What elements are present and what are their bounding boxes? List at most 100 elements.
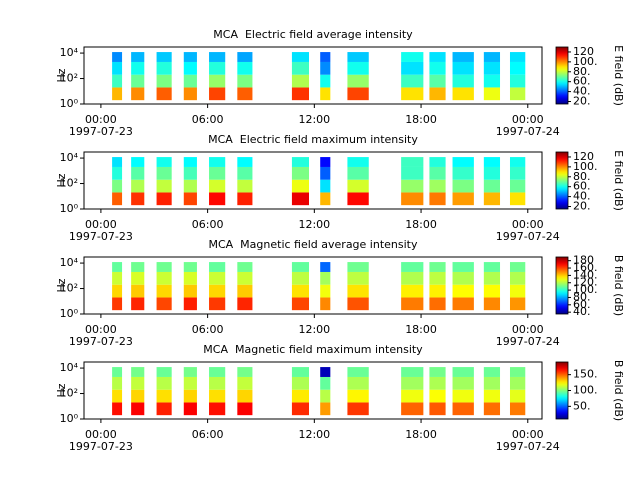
spectrogram-cell: [452, 262, 474, 272]
spectrogram-cell: [209, 87, 226, 101]
spectrogram-cell: [112, 297, 123, 311]
spectrogram-cell: [291, 74, 309, 88]
colorbar-tick-label: 140.: [573, 268, 598, 281]
spectrogram-cell: [320, 87, 331, 101]
x-tick-label: 00:00: [85, 428, 117, 441]
spectrogram-cell: [291, 179, 309, 193]
x-tick-label: 00:00: [85, 218, 117, 231]
x-date-label: 1997-07-24: [496, 335, 560, 348]
spectrogram-cell: [112, 262, 123, 272]
x-tick-label: 12:00: [298, 113, 330, 126]
spectrogram-cell: [112, 376, 123, 390]
y-tick-label: 10⁰: [60, 97, 79, 110]
spectrogram-cell: [452, 297, 474, 311]
spectrogram-cell: [183, 402, 197, 416]
spectrogram-cell: [483, 262, 501, 272]
spectrogram-cell: [237, 52, 253, 62]
spectrogram-cell: [156, 284, 172, 298]
spectrogram-cell: [429, 271, 446, 285]
colorbar-tick-label: 100.: [573, 384, 598, 397]
x-date-label: 1997-07-24: [496, 230, 560, 243]
colorbar-tick-label: 50.: [573, 399, 591, 412]
spectrogram-cell: [131, 402, 145, 416]
colorbar-tick-label: 40.: [573, 190, 591, 203]
spectrogram-cell: [509, 179, 526, 193]
spectrogram-cell: [509, 61, 526, 75]
spectrogram-cell: [401, 271, 424, 285]
spectrogram-cell: [320, 297, 331, 311]
spectrogram-cell: [156, 376, 172, 390]
colorbar-label: B field (dB): [612, 360, 625, 421]
x-tick-label: 06:00: [192, 323, 224, 336]
spectrogram-cell: [237, 389, 253, 403]
spectrogram-cell: [320, 376, 331, 390]
spectrogram-cell: [401, 61, 424, 75]
spectrogram-cell: [156, 166, 172, 180]
spectrogram-cell: [452, 87, 474, 101]
spectrogram-cell: [429, 262, 446, 272]
spectrogram-cell: [131, 74, 145, 88]
spectrogram-cell: [237, 74, 253, 88]
spectrogram-cell: [237, 61, 253, 75]
panel-title: MCA Electric field average intensity: [213, 28, 413, 41]
x-tick-label: 00:00: [85, 323, 117, 336]
spectrogram-cell: [291, 262, 309, 272]
y-tick-label: 10²: [60, 72, 78, 85]
spectrogram-cell: [401, 367, 424, 377]
spectrogram-cell: [509, 271, 526, 285]
spectrogram-cell: [401, 166, 424, 180]
spectrogram-cell: [156, 74, 172, 88]
spectrogram-cell: [452, 74, 474, 88]
spectrogram-cell: [237, 157, 253, 167]
spectrogram-cell: [112, 166, 123, 180]
y-tick-label: 10²: [60, 387, 78, 400]
spectrogram-cell: [209, 389, 226, 403]
spectrogram-cell: [237, 166, 253, 180]
spectrogram-cell: [452, 376, 474, 390]
spectrogram-cell: [347, 52, 369, 62]
spectrogram-cell: [429, 192, 446, 206]
spectrogram-cell: [429, 367, 446, 377]
spectrogram-cell: [156, 87, 172, 101]
x-tick-label: 18:00: [405, 113, 437, 126]
spectrogram-cell: [509, 297, 526, 311]
x-tick-label: 18:00: [405, 218, 437, 231]
spectrogram-cell: [131, 284, 145, 298]
spectrogram-cell: [320, 157, 331, 167]
x-tick-label: 00:00: [512, 113, 544, 126]
y-axis-label: Hz: [55, 383, 68, 397]
spectrogram-cell: [347, 297, 369, 311]
spectrogram-cell: [112, 52, 123, 62]
x-tick-label: 12:00: [298, 323, 330, 336]
spectrogram-cell: [183, 192, 197, 206]
spectrogram-cell: [237, 179, 253, 193]
spectrogram-cell: [209, 74, 226, 88]
spectrogram-cell: [429, 376, 446, 390]
spectrogram-cell: [509, 389, 526, 403]
x-date-label: 1997-07-23: [69, 125, 133, 138]
spectrogram-cell: [209, 402, 226, 416]
spectrogram-cell: [401, 402, 424, 416]
spectrogram-cell: [429, 61, 446, 75]
spectrogram-cell: [509, 74, 526, 88]
spectrogram-cell: [131, 52, 145, 62]
plot-frame: [83, 46, 543, 105]
spectrogram-cell: [209, 376, 226, 390]
colorbar-tick-label: 160.: [573, 261, 598, 274]
spectrogram-cell: [237, 271, 253, 285]
spectrogram-cell: [291, 389, 309, 403]
y-tick-label: 10²: [60, 282, 78, 295]
y-axis-label: Hz: [55, 173, 68, 187]
spectrogram-cell: [483, 166, 501, 180]
spectrogram-cell: [401, 179, 424, 193]
spectrogram-cell: [291, 284, 309, 298]
colorbar-label: E field (dB): [612, 150, 625, 211]
y-axis-label: Hz: [55, 278, 68, 292]
spectrogram-cell: [183, 271, 197, 285]
spectrogram-cell: [320, 179, 331, 193]
spectrogram-cell: [452, 61, 474, 75]
spectrogram-cell: [452, 367, 474, 377]
spectrogram-cell: [483, 192, 501, 206]
spectrogram-cell: [452, 192, 474, 206]
